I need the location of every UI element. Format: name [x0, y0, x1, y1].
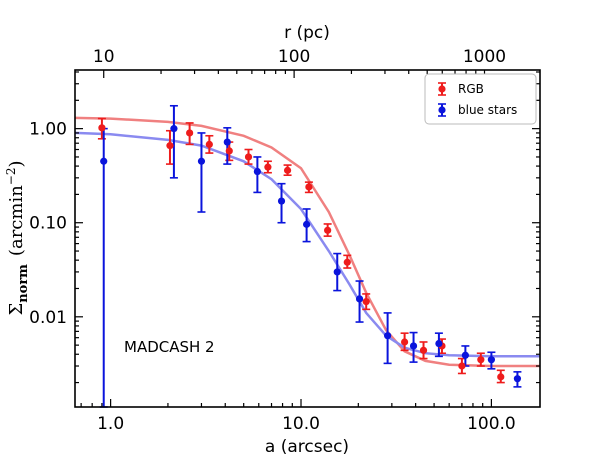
data-point-blue-stars: [355, 295, 364, 303]
data-point-blue-stars: [384, 332, 392, 340]
data-point-rgb: [343, 258, 351, 266]
data-point-rgb: [362, 298, 370, 306]
x-axis-label: a (arcsec): [265, 437, 349, 457]
data-point-rgb: [400, 338, 409, 346]
x-tick-label: 100.0: [467, 414, 516, 434]
data-point-rgb: [244, 153, 253, 161]
x-top-axis-label: r (pc): [284, 23, 330, 43]
fit-curve-rgb: [74, 116, 540, 368]
y-tick-label: 1.00: [29, 120, 67, 140]
data-point-blue-stars: [170, 125, 178, 133]
data-point-rgb: [283, 166, 292, 174]
data-point-blue-stars: [461, 351, 469, 359]
data-point-blue-stars: [303, 220, 311, 228]
data-point-blue-stars: [223, 138, 231, 146]
data-point-rgb: [98, 124, 106, 132]
data-point-blue-stars: [513, 375, 522, 383]
legend-marker-rgb: [438, 85, 446, 93]
svg-text:Σnorm(arcmin−2): Σnorm (arcmin−2): [4, 160, 31, 315]
data-point-blue-stars: [435, 339, 443, 348]
data-point-rgb: [264, 163, 272, 171]
axis-tick-labels: 1.0 10.0 100.0 10 100 1000 1.00 0.10 0.01: [29, 47, 516, 434]
data-point-rgb: [458, 362, 466, 370]
x-top-tick-label: 1000: [463, 47, 506, 67]
y-label-subscript: norm: [16, 264, 31, 303]
y-label-exponent: −2: [4, 168, 18, 186]
galaxy-annotation: MADCASH 2: [124, 338, 215, 356]
y-tick-label: 0.01: [29, 308, 67, 328]
data-point-rgb: [225, 147, 233, 155]
x-top-tick-label: 100: [278, 47, 310, 67]
fit-curves: [74, 116, 540, 368]
data-point-rgb: [497, 373, 505, 381]
data-point-blue-stars: [487, 356, 495, 364]
x-tick-label: 1.0: [97, 414, 124, 434]
y-label-close: ): [6, 160, 27, 167]
data-point-rgb: [419, 346, 428, 354]
x-tick-label: 10.0: [282, 414, 320, 434]
data-point-blue-stars: [409, 342, 418, 350]
y-tick-label: 0.10: [29, 214, 67, 234]
data-point-blue-stars: [277, 197, 286, 205]
data-point-blue-stars: [100, 157, 108, 165]
y-label-sigma: Σ: [6, 303, 27, 316]
data-point-rgb: [324, 226, 332, 234]
legend-box: [424, 73, 537, 125]
data-point-rgb: [186, 129, 194, 137]
axis-ticks: [75, 70, 540, 407]
data-point-blue-stars: [253, 167, 261, 176]
y-label-units: (arcmin: [6, 185, 27, 256]
legend-label-rgb: RGB: [458, 82, 484, 96]
legend-markers: [438, 82, 446, 117]
data-point-blue-stars: [333, 268, 341, 276]
data-point-rgb: [166, 142, 174, 150]
legend: RGB blue stars: [424, 73, 537, 125]
y-axis-label: Σnorm (arcmin−2): [4, 160, 31, 315]
data-point-rgb: [305, 183, 313, 191]
plot-frame: [74, 69, 541, 408]
data-point-rgb: [205, 140, 213, 148]
data-point-blue-stars: [197, 157, 206, 165]
data-point-rgb: [477, 356, 485, 364]
data-points: [98, 124, 522, 383]
x-top-tick-label: 10: [93, 47, 115, 67]
legend-marker-blue-stars: [438, 106, 446, 114]
fit-curve-blue-stars: [74, 131, 540, 358]
legend-label-blue-stars: blue stars: [458, 103, 517, 117]
